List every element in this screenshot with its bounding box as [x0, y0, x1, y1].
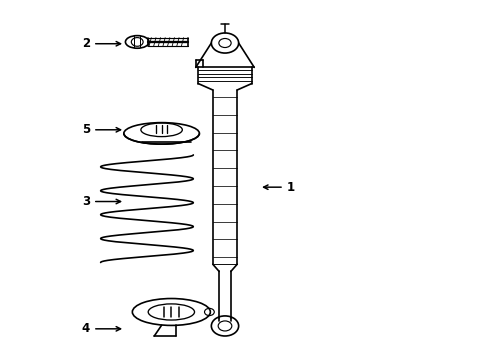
Text: 4: 4: [81, 322, 121, 335]
Text: 5: 5: [81, 123, 121, 136]
Text: 2: 2: [82, 37, 121, 50]
Text: 3: 3: [82, 195, 121, 208]
Text: 1: 1: [263, 181, 294, 194]
